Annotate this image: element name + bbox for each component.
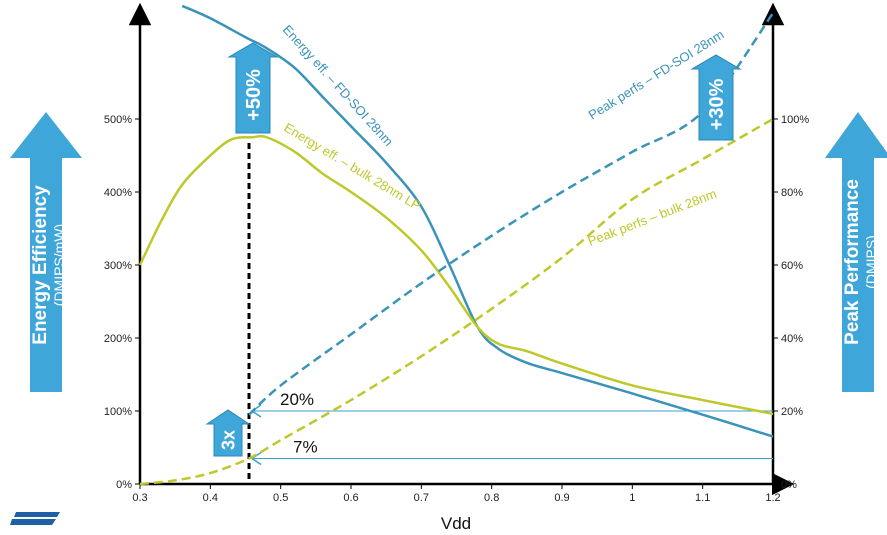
pct-7-label: 7% — [293, 437, 318, 456]
x-tick-label: 0.6 — [343, 492, 358, 504]
x-tick-label: 1 — [629, 492, 635, 504]
left-up-arrow-icon — [10, 112, 82, 392]
right-tick-label: 0% — [781, 479, 797, 491]
x-tick-label: 0.9 — [554, 492, 569, 504]
series-line-3 — [248, 12, 775, 416]
series-line-4 — [139, 117, 774, 486]
left-axis-title: Energy Efficiency — [30, 185, 51, 345]
x-tick-label: 1.2 — [765, 492, 780, 504]
left-tick-label: 300% — [104, 260, 132, 272]
x-tick-label: 0.5 — [273, 492, 288, 504]
series-label-4: Peak perfs – bulk 28nm — [586, 186, 719, 249]
left-tick-label: 100% — [104, 406, 132, 418]
x-tick-label: 0.7 — [414, 492, 429, 504]
right-tick-label: 100% — [781, 114, 809, 126]
x-tick-label: 1.1 — [695, 492, 710, 504]
x-tick-label: 0.8 — [484, 492, 499, 504]
pct-20-label: 20% — [280, 390, 314, 409]
st-logo-icon: ST — [10, 512, 60, 525]
right-tick-label: 40% — [781, 333, 803, 345]
right-axis-title: Peak Performance — [842, 179, 863, 345]
tick-layer: 0.3 0.4 0.5 0.6 0.7 0.8 0.9 1 1.1 1.20%100%200%30… — [104, 114, 809, 504]
gain-energy-up-arrow-icon — [227, 42, 279, 134]
left-tick-label: 0% — [116, 479, 132, 491]
peak-performance-side-arrow: Peak Performance (DMIPS) — [825, 112, 887, 392]
left-axis-subtitle: (DMIPS/mW) — [51, 224, 67, 306]
gain-perf-label: +30% — [706, 78, 728, 130]
x-axis-title: Vdd — [441, 514, 471, 533]
right-axis-subtitle: (DMIPS) — [863, 235, 879, 289]
right-tick-label: 80% — [781, 187, 803, 199]
series-label-2: Energy eff. – bulk 28nm LP — [281, 120, 423, 214]
energy-efficiency-side-arrow: Energy Efficiency (DMIPS/mW) — [10, 112, 82, 392]
right-up-arrow-icon — [825, 112, 887, 392]
right-tick-label: 20% — [781, 406, 803, 418]
x-tick-label: 0.4 — [203, 492, 218, 504]
series-layer — [138, 4, 775, 486]
right-tick-label: 60% — [781, 260, 803, 272]
left-tick-label: 200% — [104, 333, 132, 345]
series-line-2 — [138, 134, 774, 416]
gain-perf-up-arrow-icon — [690, 54, 742, 141]
left-tick-label: 400% — [104, 187, 132, 199]
gain-low-up-arrow-icon — [205, 409, 251, 457]
gain-arrows: +50% +30% 3x — [205, 42, 742, 457]
gain-low-label: 3x — [218, 430, 238, 450]
left-tick-label: 500% — [104, 114, 132, 126]
gain-energy-label: +50% — [243, 69, 265, 121]
pct-7-arrowhead-icon — [250, 451, 262, 466]
guide-lines: 20% 7% — [247, 143, 773, 484]
series-line-1 — [181, 4, 774, 438]
x-tick-label: 0.3 — [132, 492, 147, 504]
